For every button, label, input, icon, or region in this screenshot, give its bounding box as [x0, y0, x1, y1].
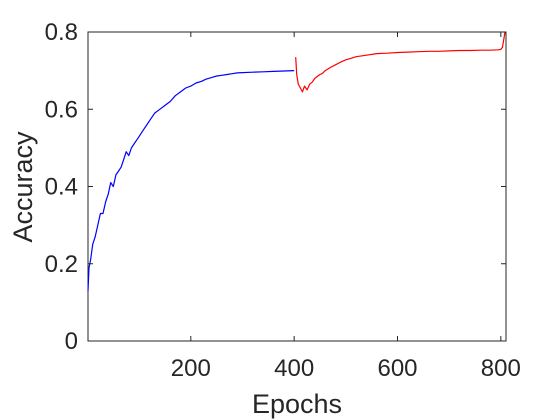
y-tick-label: 0.6 — [45, 96, 78, 123]
series-layer — [87, 31, 506, 291]
y-tick-label: 0.8 — [45, 19, 78, 46]
x-tick-label: 800 — [481, 355, 521, 382]
series-2-line — [295, 31, 506, 93]
x-tick-label: 600 — [377, 355, 417, 382]
x-tick-label: 200 — [171, 355, 211, 382]
label-layer: 200 400 600 800 0 0.2 0.4 0.6 0.8 — [45, 19, 521, 382]
y-tick-label: 0.2 — [45, 251, 78, 278]
y-tick-label: 0 — [65, 328, 78, 355]
y-axis-label: Accuracy — [8, 131, 38, 243]
x-tick-label: 400 — [274, 355, 314, 382]
x-axis-label: Epochs — [252, 389, 342, 419]
plot-area — [87, 31, 507, 342]
series-1-line — [87, 70, 295, 291]
y-tick-label: 0.4 — [45, 174, 78, 201]
tick-layer — [88, 31, 506, 342]
